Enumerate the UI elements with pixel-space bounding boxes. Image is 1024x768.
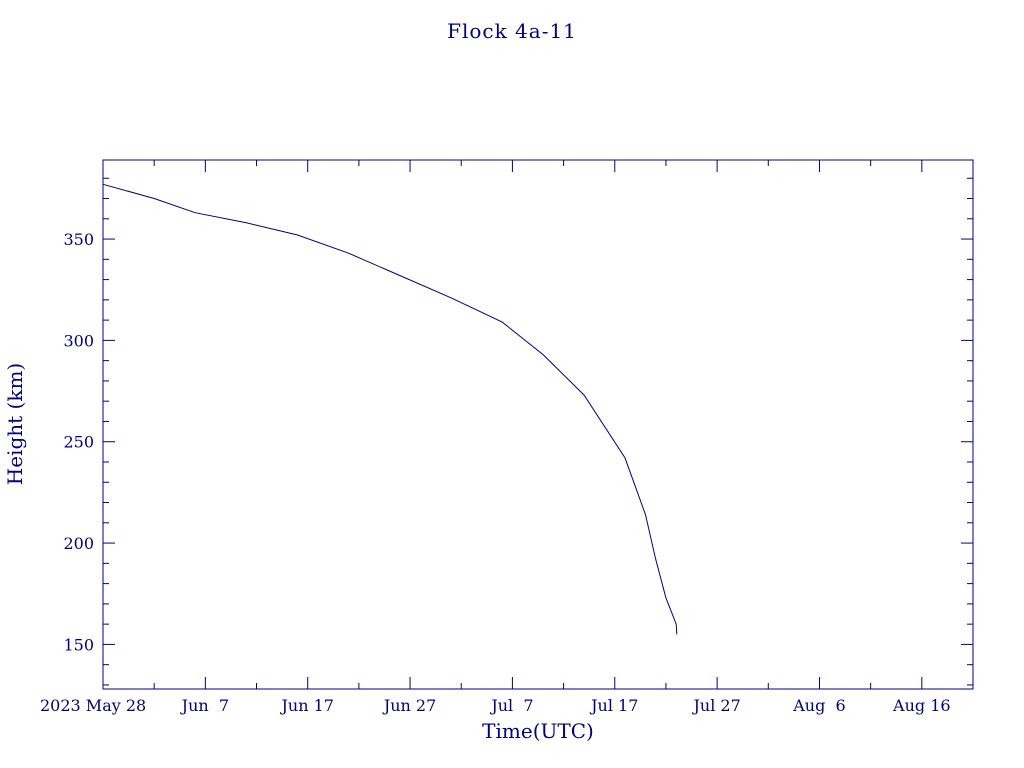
y-tick-label: 150 xyxy=(63,635,94,654)
plot-frame xyxy=(102,159,974,690)
x-tick-label: Jun 27 xyxy=(382,696,436,715)
chart-title: Flock 4a-11 xyxy=(447,19,577,43)
x-tick-label: Jun 7 xyxy=(180,696,229,715)
x-tick-label: Jul 7 xyxy=(489,696,533,715)
y-axis-label: Height (km) xyxy=(3,363,27,485)
y-tick-label: 300 xyxy=(63,331,94,350)
y-tick-label: 250 xyxy=(63,433,94,452)
y-tick-label: 200 xyxy=(63,534,94,553)
x-tick-label: Jul 17 xyxy=(589,696,638,715)
x-tick-label: Aug 6 xyxy=(792,696,845,715)
x-axis-label: Time(UTC) xyxy=(482,719,594,743)
x-tick-label: 2023 May 28 xyxy=(40,696,146,715)
y-tick-label: 350 xyxy=(63,230,94,249)
axis-ticks xyxy=(102,160,974,689)
tick-labels: 2023 May 28 Jun 7 Jun 17 Jun 27 Jul 7 Jul 17 J… xyxy=(40,230,951,715)
x-tick-label: Jul 27 xyxy=(691,696,740,715)
x-tick-label: Jun 17 xyxy=(279,696,333,715)
height-series-line xyxy=(102,183,678,635)
x-tick-label: Aug 16 xyxy=(892,696,951,715)
